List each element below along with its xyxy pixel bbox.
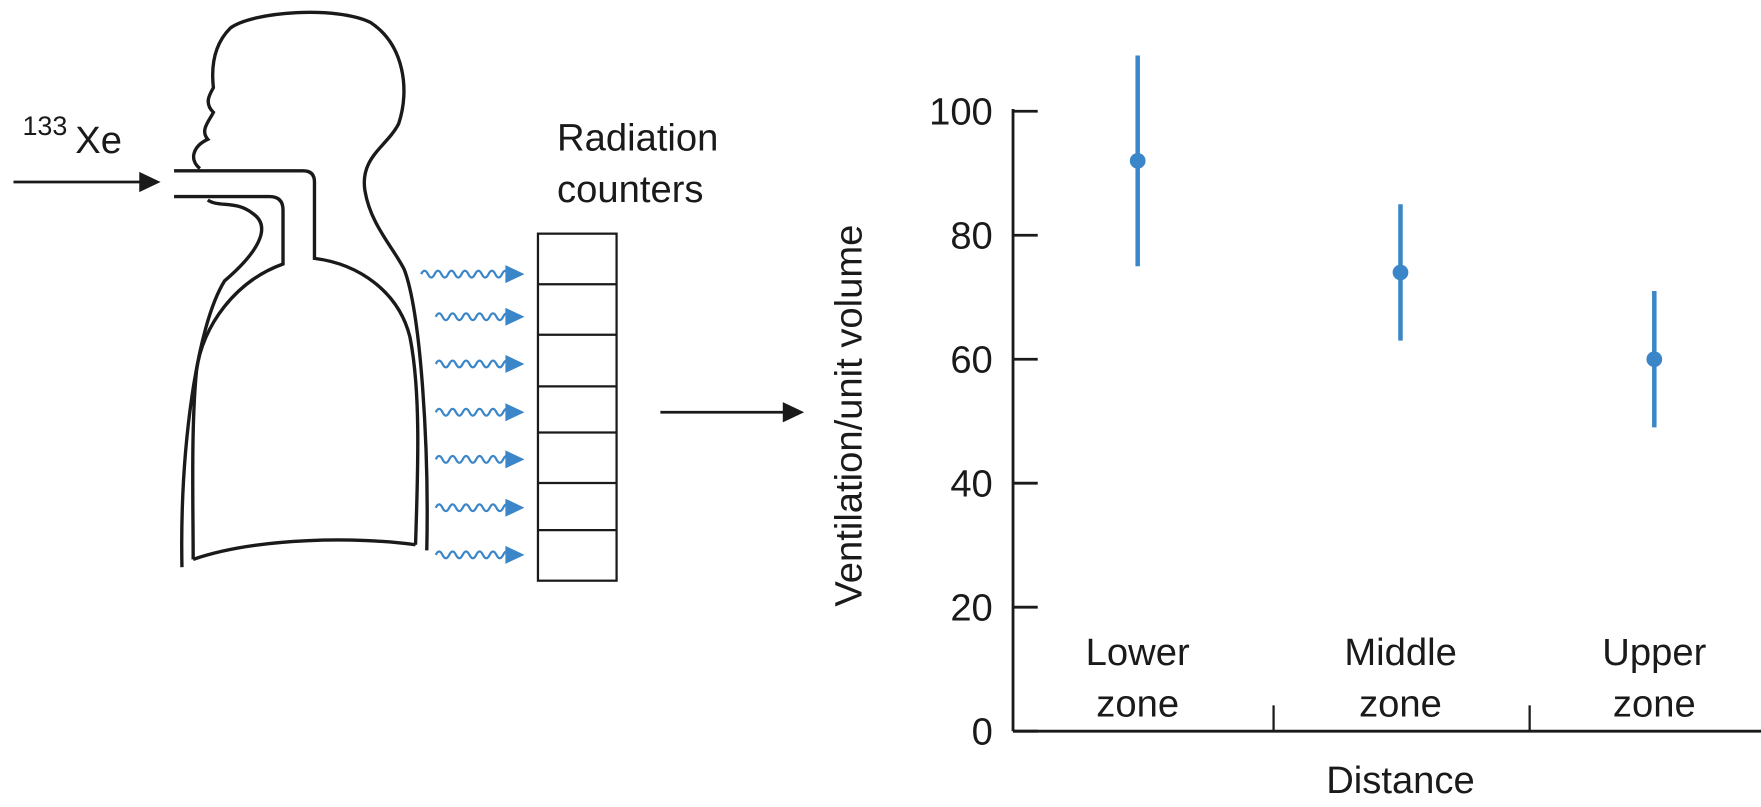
- point: [1129, 152, 1146, 169]
- wave-head: [505, 265, 525, 284]
- wave: [420, 269, 517, 279]
- y-tick-label: 40: [950, 463, 992, 506]
- wave: [434, 454, 518, 464]
- radiation-waves: [420, 265, 525, 564]
- wave: [434, 407, 518, 417]
- wave: [434, 359, 518, 369]
- y-tick-label: 80: [950, 215, 992, 258]
- counters: [536, 232, 618, 582]
- wave: [434, 312, 518, 322]
- wave: [434, 550, 518, 560]
- x-tick-label-box: Upper zone: [1602, 631, 1707, 726]
- flow-arrow: [660, 402, 805, 423]
- x-tick-label: Upper zone: [1602, 631, 1707, 726]
- wave-head: [505, 354, 525, 373]
- x-tick-label-box: Lower zone: [1085, 631, 1190, 726]
- wave-head: [505, 450, 525, 469]
- x-tick-label: Lower zone: [1085, 631, 1190, 726]
- x-tick-label: Middle zone: [1344, 631, 1457, 726]
- y-tick-label: 60: [950, 339, 992, 382]
- x-axis-label: Distance: [1326, 759, 1475, 802]
- y-tick-label: 0: [972, 711, 993, 754]
- x-tick-label-box: Middle zone: [1344, 631, 1457, 726]
- y-tick-label: 20: [950, 587, 992, 630]
- wave-head: [505, 498, 525, 517]
- counter-label-box: Radiation counters: [557, 116, 719, 212]
- counter-label: Radiation counters: [557, 116, 719, 212]
- isotope-mass: 133: [22, 111, 67, 141]
- wave-head: [505, 545, 525, 564]
- y-tick-label: 100: [929, 91, 993, 134]
- wave-head: [505, 307, 525, 326]
- inlet-arrow: [13, 171, 161, 193]
- wave: [434, 503, 518, 513]
- point: [1646, 351, 1663, 368]
- isotope-symbol: Xe: [75, 119, 122, 162]
- chart: Ventilation/unit volume Distance 0 20 40 60…: [827, 55, 1761, 802]
- wave-head: [505, 403, 525, 422]
- body-diagram: [174, 10, 429, 568]
- y-axis-label: Ventilation/unit volume: [827, 225, 870, 607]
- point: [1392, 264, 1409, 281]
